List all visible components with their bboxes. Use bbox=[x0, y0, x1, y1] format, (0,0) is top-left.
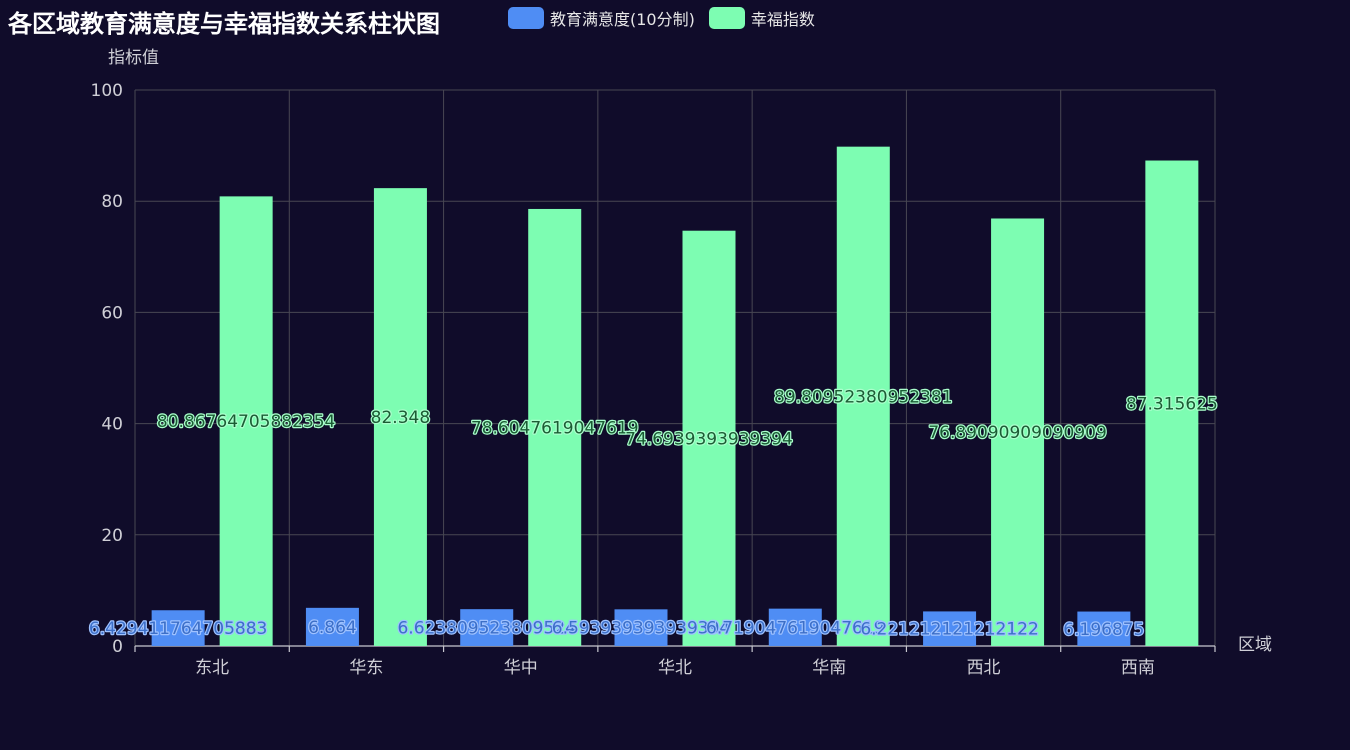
bar-hap[interactable] bbox=[991, 218, 1045, 646]
x-tick-label: 西南 bbox=[1121, 658, 1155, 678]
legend-swatch-hap bbox=[708, 7, 745, 29]
data-label-hap: 89.80952380952381 bbox=[774, 387, 952, 407]
x-tick-label: 华东 bbox=[349, 658, 383, 678]
y-tick-label: 20 bbox=[101, 526, 123, 546]
y-axis-ticks: 0 20 40 60 80 100 bbox=[91, 81, 123, 657]
data-label-edu: 6.864 bbox=[308, 618, 357, 638]
bars bbox=[151, 146, 1199, 646]
x-axis: 东北 华东 华中 华北 华南 西北 西南 bbox=[134, 645, 1216, 678]
bar-edu[interactable] bbox=[460, 609, 514, 646]
y-tick-label: 100 bbox=[91, 81, 123, 101]
data-label-hap: 87.315625 bbox=[1126, 394, 1218, 414]
data-labels: 6.429411764705883 80.86764705882354 6.864 8… bbox=[88, 386, 1219, 641]
x-tick-label: 华中 bbox=[504, 658, 538, 678]
data-label-edu: 6.593939393939394 bbox=[552, 619, 730, 639]
legend-swatch-edu bbox=[508, 7, 544, 29]
data-label-edu: 6.719047619047619 bbox=[706, 618, 884, 638]
bar-hap[interactable] bbox=[836, 146, 890, 646]
y-tick-label: 40 bbox=[101, 415, 123, 435]
bar-edu[interactable] bbox=[305, 607, 359, 646]
data-label-hap: 80.86764705882354 bbox=[157, 412, 335, 432]
x-tick-label: 华南 bbox=[812, 658, 846, 678]
x-tick-label: 华北 bbox=[658, 658, 692, 678]
grid bbox=[134, 89, 1216, 647]
legend-item-edu[interactable]: 教育满意度(10分制) bbox=[508, 6, 695, 30]
bar-edu[interactable] bbox=[151, 610, 205, 646]
x-tick-label: 东北 bbox=[195, 658, 229, 678]
legend-item-hap[interactable]: 幸福指数 bbox=[708, 6, 815, 30]
data-label-hap: 76.89090909090909 bbox=[928, 423, 1106, 443]
y-axis-label: 指标值 bbox=[108, 48, 159, 68]
data-label-edu: 6.429411764705883 bbox=[89, 619, 267, 639]
legend-label-hap: 幸福指数 bbox=[750, 10, 815, 29]
data-label-edu: 6.221212121212122 bbox=[860, 620, 1038, 640]
bar-edu[interactable] bbox=[614, 609, 668, 646]
data-label-hap: 74.6939393939394 bbox=[625, 429, 793, 449]
bar-hap[interactable] bbox=[528, 208, 582, 646]
data-label-hap: 82.348 bbox=[371, 408, 430, 428]
legend: 教育满意度(10分制) 幸福指数 bbox=[508, 6, 829, 30]
bar-hap[interactable] bbox=[219, 196, 273, 646]
y-tick-label: 60 bbox=[101, 303, 123, 323]
bar-hap[interactable] bbox=[682, 230, 736, 646]
x-tick-label: 西北 bbox=[967, 658, 1001, 678]
chart-title: 各区域教育满意度与幸福指数关系柱状图 bbox=[8, 10, 440, 38]
bar-edu[interactable] bbox=[768, 608, 822, 646]
data-label-edu: 6.196875 bbox=[1063, 620, 1144, 640]
y-tick-label: 0 bbox=[112, 637, 123, 657]
legend-label-edu: 教育满意度(10分制) bbox=[550, 10, 695, 29]
data-label-edu: 6.623809523809524 bbox=[397, 619, 575, 639]
x-axis-label: 区域 bbox=[1238, 635, 1272, 655]
data-label-hap: 78.6047619047619 bbox=[471, 418, 639, 438]
bar-edu[interactable] bbox=[1077, 611, 1131, 646]
bar-hap[interactable] bbox=[1145, 160, 1199, 646]
bar-edu[interactable] bbox=[923, 611, 977, 646]
y-tick-label: 80 bbox=[101, 192, 123, 212]
bar-hap[interactable] bbox=[373, 188, 427, 646]
